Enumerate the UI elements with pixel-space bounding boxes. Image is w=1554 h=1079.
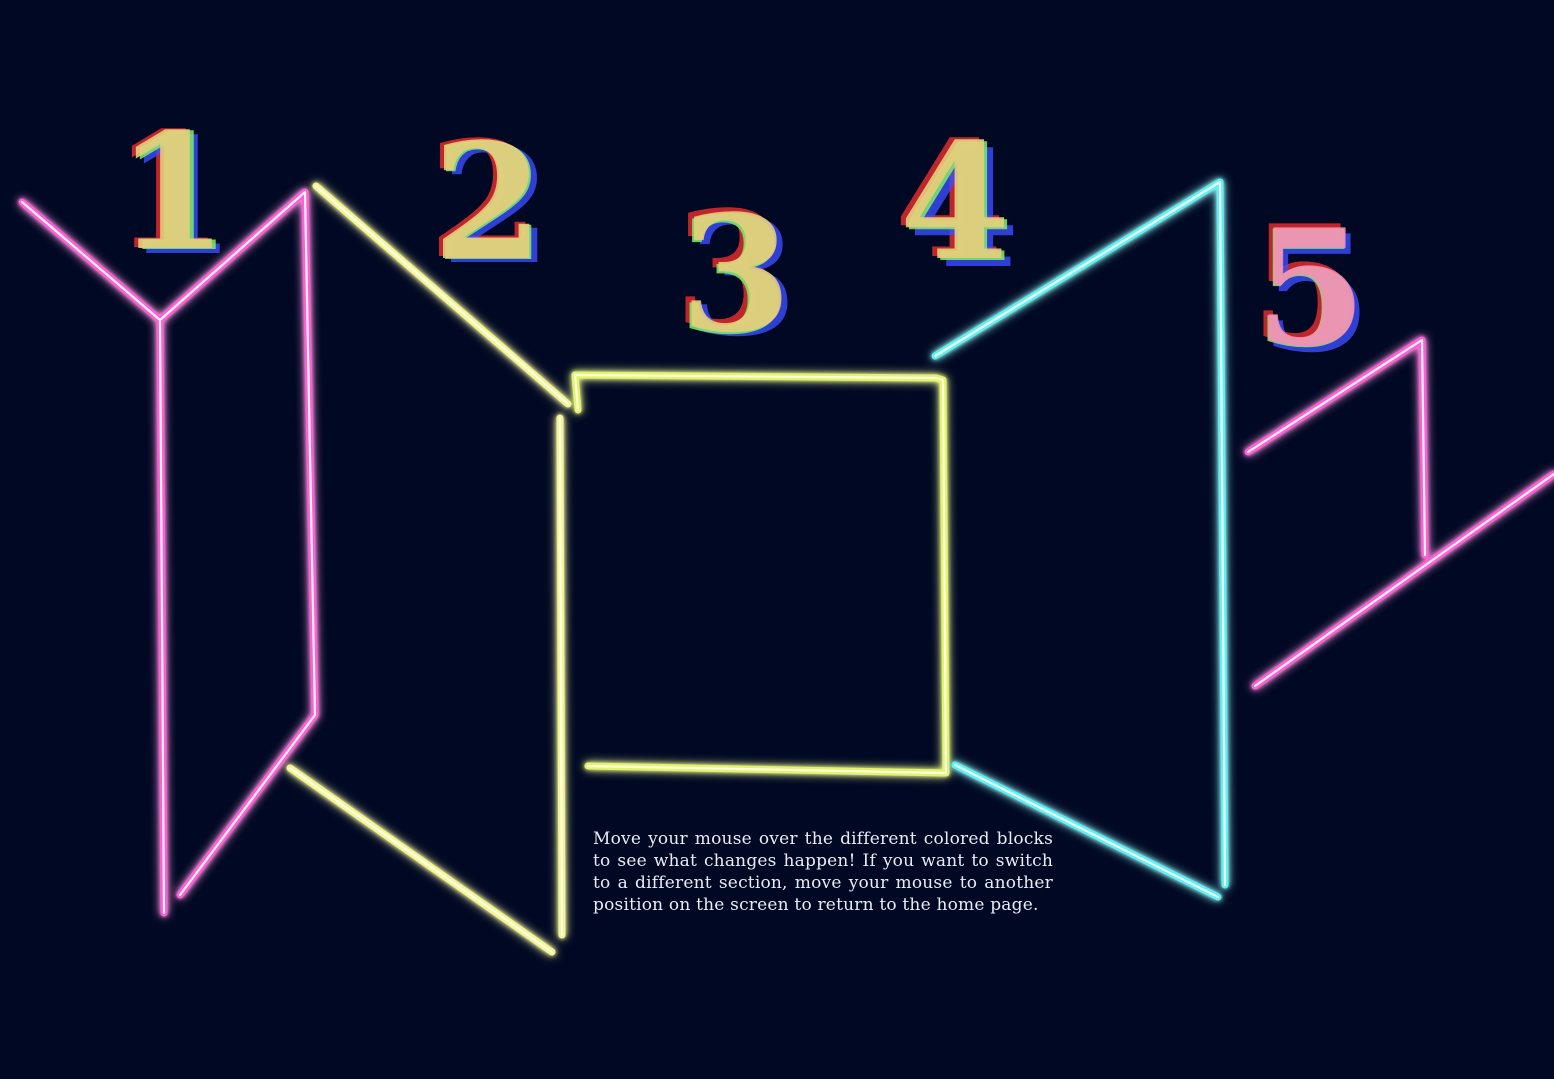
neon-block-5[interactable] xyxy=(1244,336,1554,690)
neon-block-2[interactable] xyxy=(286,182,572,956)
svg-text:1: 1 xyxy=(124,103,235,291)
neon-block-4[interactable] xyxy=(931,178,1229,901)
svg-text:2: 2 xyxy=(434,109,545,297)
svg-text:4: 4 xyxy=(908,116,1019,304)
svg-text:1: 1 xyxy=(116,98,227,286)
numeral-1: 1 1 1 1 xyxy=(112,97,235,291)
svg-text:5: 5 xyxy=(1255,194,1366,382)
instructions-text: Move your mouse over the different color… xyxy=(593,829,1053,915)
svg-text:3: 3 xyxy=(686,184,797,372)
svg-text:5: 5 xyxy=(1250,190,1361,378)
neon-block-3[interactable] xyxy=(571,371,950,777)
svg-text:4: 4 xyxy=(894,106,1005,294)
svg-text:2: 2 xyxy=(432,108,543,296)
svg-text:4: 4 xyxy=(902,110,1013,298)
svg-text:5: 5 xyxy=(1254,195,1365,383)
svg-text:3: 3 xyxy=(680,180,791,368)
svg-text:2: 2 xyxy=(440,112,551,300)
svg-text:3: 3 xyxy=(678,182,789,370)
neon-block-1[interactable] xyxy=(18,188,319,917)
svg-text:3: 3 xyxy=(674,176,785,364)
numeral-2: 2 2 2 2 xyxy=(428,106,551,300)
svg-text:1: 1 xyxy=(112,97,223,285)
svg-text:4: 4 xyxy=(899,108,1010,296)
svg-text:1: 1 xyxy=(120,99,231,287)
svg-text:5: 5 xyxy=(1260,200,1371,388)
numeral-5: 5 5 5 5 xyxy=(1250,190,1371,388)
numeral-4: 4 4 4 4 xyxy=(894,106,1019,304)
svg-text:2: 2 xyxy=(428,106,539,294)
numeral-3: 3 3 3 3 xyxy=(674,176,797,372)
